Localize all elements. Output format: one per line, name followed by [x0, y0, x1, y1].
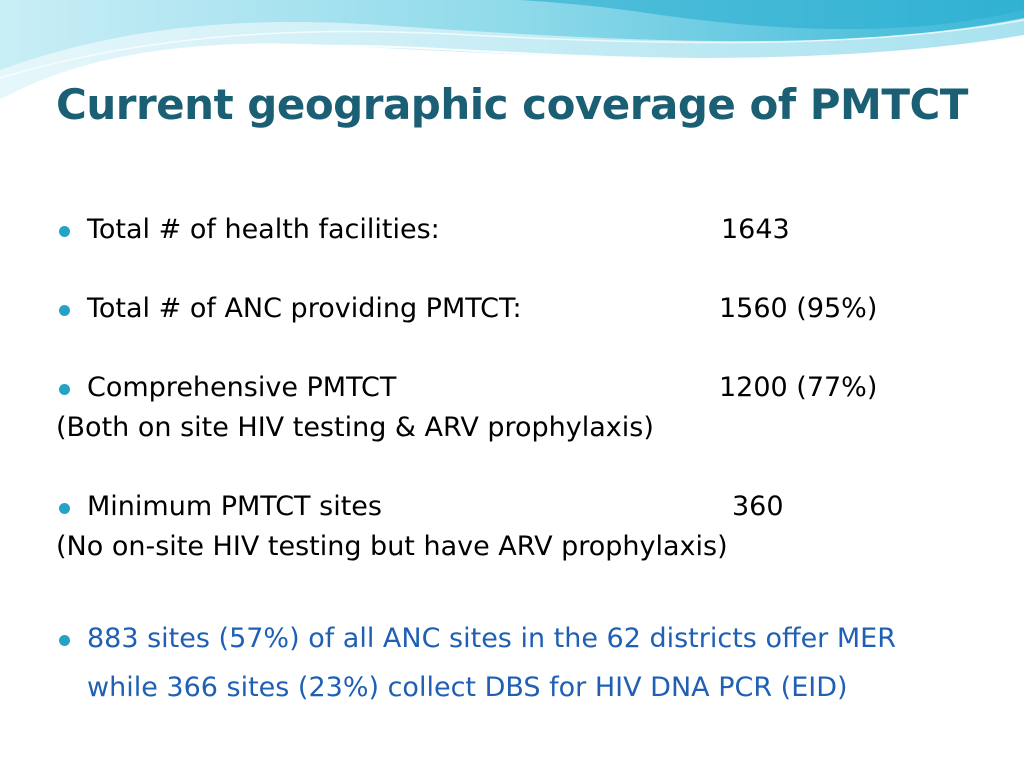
- circle-bullet-icon: [59, 384, 70, 395]
- item-note: (Both on site HIV testing & ARV prophyla…: [56, 412, 654, 443]
- item-value: 1560 (95%): [719, 293, 878, 324]
- item-value: 1643: [721, 214, 790, 245]
- header-wave-decoration: [0, 0, 1024, 101]
- circle-bullet-icon: [59, 226, 70, 237]
- item-value: 1200 (77%): [719, 372, 878, 403]
- circle-bullet-icon: [59, 305, 70, 316]
- item-value: 360: [732, 491, 784, 522]
- list-item-minimum-pmtct: Minimum PMTCT sites 360: [0, 491, 1024, 527]
- item-label: Total # of health facilities:: [87, 214, 440, 245]
- list-item-comprehensive-pmtct: Comprehensive PMTCT 1200 (77%): [0, 372, 1024, 408]
- circle-bullet-icon: [59, 635, 70, 646]
- list-item-health-facilities: Total # of health facilities: 1643: [0, 214, 1024, 250]
- item-label: Total # of ANC providing PMTCT:: [87, 293, 522, 324]
- item-note: (No on-site HIV testing but have ARV pro…: [56, 531, 728, 562]
- slide-title: Current geographic coverage of PMTCT: [56, 80, 968, 129]
- list-item-anc-pmtct: Total # of ANC providing PMTCT: 1560 (95…: [0, 293, 1024, 329]
- summary-line-2: while 366 sites (23%) collect DBS for HI…: [87, 672, 848, 703]
- item-label: Minimum PMTCT sites: [87, 491, 382, 522]
- list-item-mer-eid-summary: 883 sites (57%) of all ANC sites in the …: [0, 623, 1024, 713]
- item-label: Comprehensive PMTCT: [87, 372, 397, 403]
- summary-line-1: 883 sites (57%) of all ANC sites in the …: [87, 623, 896, 654]
- circle-bullet-icon: [59, 503, 70, 514]
